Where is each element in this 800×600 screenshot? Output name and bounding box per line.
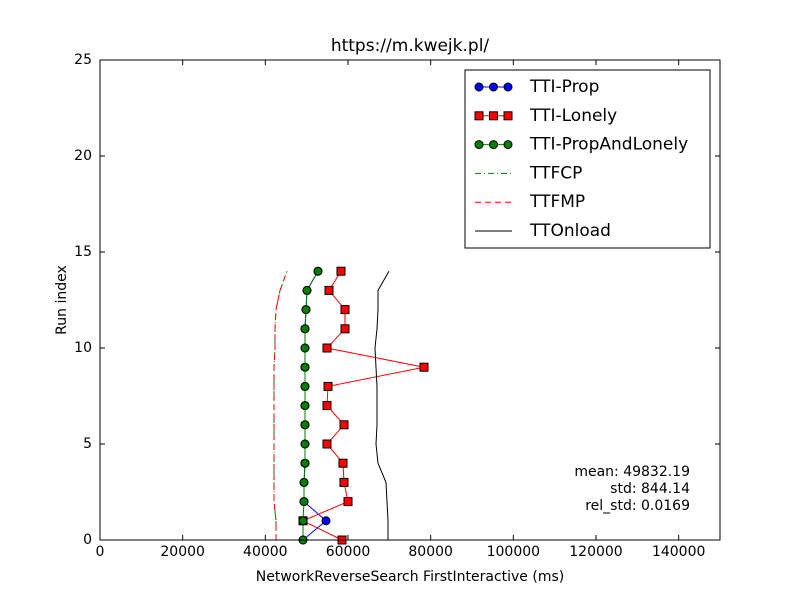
data-point xyxy=(340,305,350,315)
y-tick-label: 10 xyxy=(74,340,92,356)
data-point xyxy=(339,477,349,487)
y-tick-label: 0 xyxy=(83,532,92,548)
data-point xyxy=(322,439,332,449)
data-point xyxy=(336,266,346,276)
x-tick-label: 0 xyxy=(96,544,105,560)
legend-label: TTFCP xyxy=(529,163,582,183)
data-point xyxy=(343,497,353,507)
data-point xyxy=(300,324,310,334)
legend-label: TTOnload xyxy=(529,221,611,241)
legend-marker xyxy=(474,111,484,121)
data-point xyxy=(300,381,310,391)
legend-label: TTI-Lonely xyxy=(529,106,617,126)
x-tick-label: 140000 xyxy=(652,544,705,560)
data-point xyxy=(322,401,332,411)
data-point xyxy=(299,477,309,487)
data-point xyxy=(322,343,332,353)
data-point xyxy=(298,516,308,526)
data-point xyxy=(300,420,310,430)
annotation: rel_std: 0.0169 xyxy=(585,498,690,514)
series-line xyxy=(273,271,288,540)
data-point xyxy=(300,439,310,449)
annotation: std: 844.14 xyxy=(610,481,690,497)
data-point xyxy=(338,458,348,468)
y-tick-label: 20 xyxy=(74,148,92,164)
data-point xyxy=(302,285,312,295)
legend-marker xyxy=(503,111,513,121)
legend-marker xyxy=(489,111,498,121)
data-point xyxy=(340,324,350,334)
x-axis-label: NetworkReverseSearch FirstInteractive (m… xyxy=(256,569,564,585)
data-point xyxy=(300,458,310,468)
data-point xyxy=(419,362,429,372)
data-point xyxy=(321,516,331,526)
legend-marker xyxy=(474,82,484,92)
x-tick-label: 40000 xyxy=(243,544,288,560)
y-tick-label: 5 xyxy=(83,436,92,452)
legend-marker xyxy=(489,82,498,92)
legend-box xyxy=(464,69,711,249)
legend-marker xyxy=(503,140,513,150)
x-tick-label: 20000 xyxy=(160,544,205,560)
y-tick-label: 25 xyxy=(74,52,92,68)
data-point xyxy=(324,285,334,295)
series-line xyxy=(374,270,390,540)
data-point xyxy=(323,381,333,391)
data-point xyxy=(299,497,309,507)
x-tick-label: 80000 xyxy=(408,544,453,560)
x-tick-label: 100000 xyxy=(487,544,540,560)
annotation: mean: 49832.19 xyxy=(574,464,690,480)
data-point xyxy=(313,266,323,276)
data-point xyxy=(300,362,310,372)
y-tick-label: 15 xyxy=(74,244,92,260)
y-axis-label: Run index xyxy=(54,265,70,335)
data-point xyxy=(300,343,310,353)
legend-marker xyxy=(474,140,484,150)
plot-frame xyxy=(99,59,721,541)
data-point xyxy=(300,401,310,411)
legend-label: TTI-Prop xyxy=(529,77,599,97)
x-tick-label: 120000 xyxy=(569,544,622,560)
data-point xyxy=(339,420,349,430)
legend-marker xyxy=(489,140,498,150)
legend-marker xyxy=(503,82,513,92)
legend-label: TTI-PropAndLonely xyxy=(529,135,688,155)
x-tick-label: 60000 xyxy=(326,544,371,560)
data-point xyxy=(301,305,311,315)
chart-title: https://m.kwejk.pl/ xyxy=(331,36,490,56)
legend-label: TTFMP xyxy=(529,192,585,212)
